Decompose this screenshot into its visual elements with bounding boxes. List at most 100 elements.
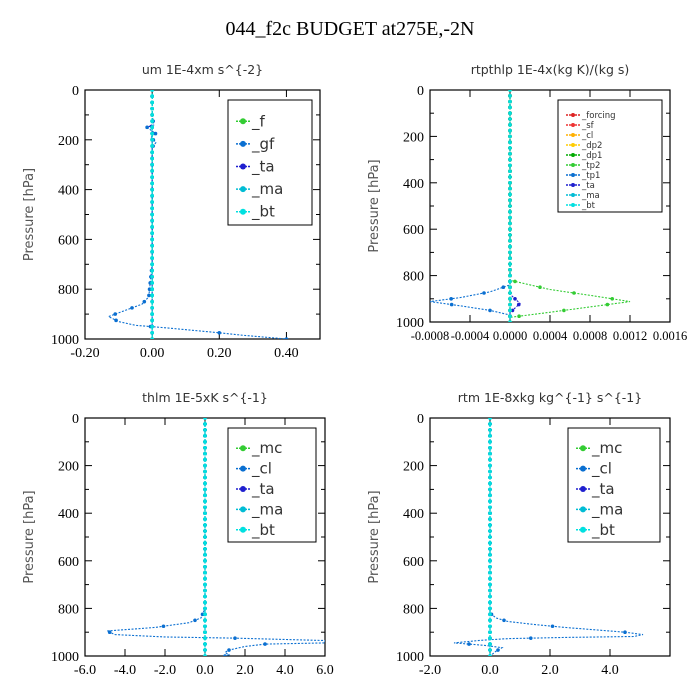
data-point xyxy=(508,175,512,179)
data-point xyxy=(517,314,521,319)
data-point xyxy=(538,285,542,290)
data-point xyxy=(488,422,492,426)
legend-marker xyxy=(571,183,575,187)
y-tick-label: 600 xyxy=(403,555,424,570)
y-tick-label: 1000 xyxy=(396,650,424,665)
series-bt xyxy=(488,418,492,656)
data-point xyxy=(488,523,492,527)
x-tick-label: 0.40 xyxy=(274,346,299,361)
data-point xyxy=(150,318,154,323)
data-point xyxy=(562,308,566,313)
y-tick-label: 400 xyxy=(58,184,79,199)
data-point xyxy=(150,100,154,105)
data-point xyxy=(113,312,118,316)
legend-label: _gf xyxy=(251,135,275,154)
data-point xyxy=(508,233,512,237)
data-point xyxy=(263,642,267,646)
x-tick-label: -0.0004 xyxy=(451,329,490,343)
data-point xyxy=(150,324,154,329)
data-point xyxy=(508,320,512,322)
data-point xyxy=(488,481,492,486)
data-point xyxy=(203,422,207,426)
legend-label: _bt xyxy=(251,521,275,540)
data-point xyxy=(488,541,492,545)
data-point xyxy=(193,618,197,623)
data-point xyxy=(150,237,154,242)
data-point xyxy=(217,330,222,335)
data-point xyxy=(150,150,154,155)
x-tick-label: -4.0 xyxy=(114,663,136,678)
data-point xyxy=(150,262,154,267)
data-point xyxy=(203,463,207,468)
data-point xyxy=(203,445,207,450)
legend-label: _dp2 xyxy=(581,141,602,151)
legend-box xyxy=(557,99,663,213)
data-point xyxy=(203,648,207,652)
data-point xyxy=(203,428,207,432)
legend-label: _cl xyxy=(581,131,593,141)
data-point xyxy=(508,221,512,226)
legend-marker xyxy=(240,506,246,513)
data-point xyxy=(150,312,154,316)
y-tick-label: 600 xyxy=(58,233,79,248)
data-point xyxy=(488,475,492,480)
legend-marker xyxy=(240,140,246,147)
x-tick-label: 0.0016 xyxy=(653,329,687,343)
data-point xyxy=(203,418,207,420)
legend-label: _ma xyxy=(251,180,283,199)
page-title: 044_f2c BUDGET at275E,-2N xyxy=(225,18,475,40)
data-point xyxy=(508,140,512,144)
data-point xyxy=(488,570,492,575)
data-point xyxy=(203,618,207,623)
legend-marker xyxy=(240,118,246,125)
x-tick-label: -2.0 xyxy=(419,663,441,678)
y-tick-label: 0 xyxy=(417,412,424,427)
legend-label: _dp1 xyxy=(581,151,602,161)
series-bt xyxy=(508,90,512,322)
data-point xyxy=(150,206,154,211)
x-tick-label: -6.0 xyxy=(74,663,96,678)
data-point xyxy=(508,99,512,104)
series-line xyxy=(509,90,631,322)
data-point xyxy=(488,606,492,611)
legend-marker xyxy=(240,526,246,533)
legend-label: _bt xyxy=(251,203,275,222)
data-point xyxy=(488,654,492,656)
data-point xyxy=(508,90,512,92)
panel-title: um 1E-4xm s^{-2} xyxy=(142,62,263,77)
data-point xyxy=(203,475,207,480)
y-tick-label: 800 xyxy=(403,270,424,285)
data-point xyxy=(508,169,512,173)
data-point xyxy=(150,299,154,304)
legend-label: _tp2 xyxy=(581,161,600,171)
legend-marker xyxy=(571,133,575,137)
x-tick-label: 2.0 xyxy=(236,663,254,678)
data-point xyxy=(513,297,517,301)
data-point xyxy=(488,493,492,498)
data-point xyxy=(508,210,512,214)
data-point xyxy=(488,642,492,646)
data-point xyxy=(203,487,207,492)
data-point xyxy=(488,517,492,521)
data-point xyxy=(508,262,512,266)
data-point xyxy=(150,162,154,167)
legend-marker xyxy=(571,113,575,117)
legend: _mc _cl_ta_ma _bt xyxy=(567,427,661,543)
y-tick-label: 200 xyxy=(403,130,424,145)
legend-label: _mc xyxy=(591,439,622,458)
data-point xyxy=(488,308,492,313)
y-tick-label: 800 xyxy=(58,602,79,617)
data-point xyxy=(488,445,492,450)
data-point xyxy=(233,636,237,640)
data-point xyxy=(161,624,166,629)
x-tick-label: 0.0008 xyxy=(573,329,607,343)
data-point xyxy=(150,306,154,310)
data-point xyxy=(150,250,154,254)
data-point xyxy=(145,125,149,130)
data-point xyxy=(114,318,118,323)
data-point xyxy=(203,642,207,646)
data-point xyxy=(488,440,492,444)
legend-marker xyxy=(240,445,246,452)
